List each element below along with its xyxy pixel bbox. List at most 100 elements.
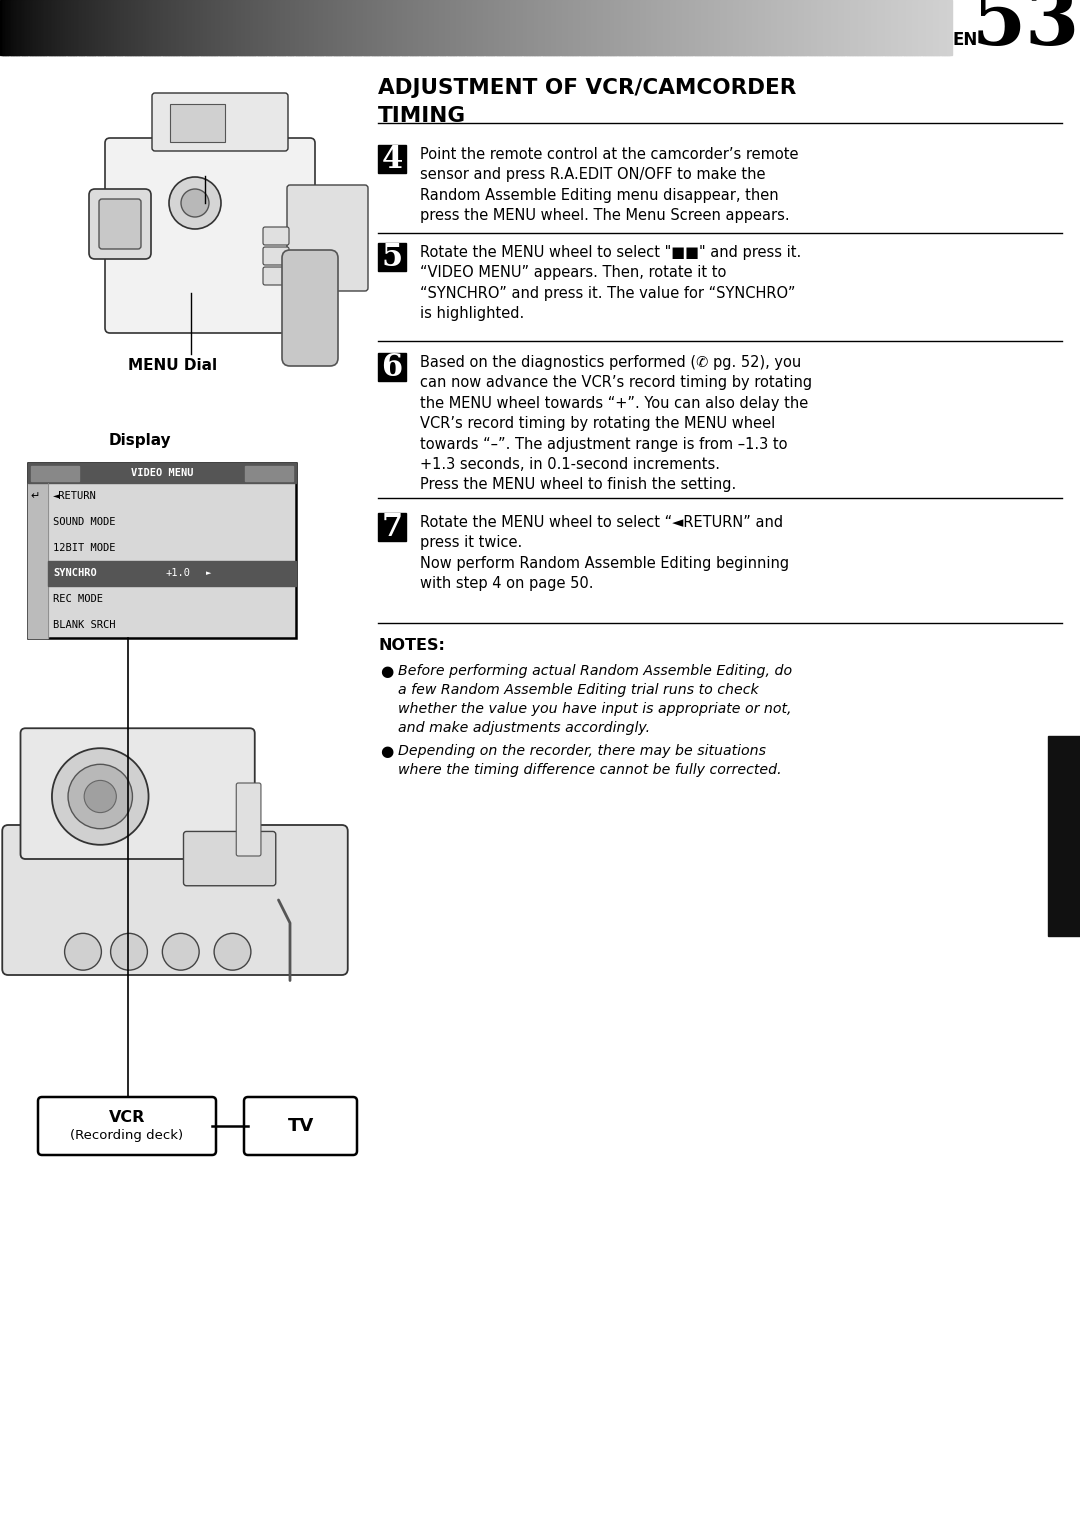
Bar [251,0,253,55]
Text: REC MODE: REC MODE [53,595,103,604]
FancyBboxPatch shape [244,1098,357,1154]
Bar [677,0,680,55]
Bar [482,0,485,55]
Bar [112,0,116,55]
Text: 4: 4 [381,144,403,175]
Bar [645,0,648,55]
Bar [711,0,714,55]
Bar [363,0,366,55]
Bar [503,0,507,55]
Bar [748,0,752,55]
Bar [494,0,497,55]
Bar [467,0,470,55]
Bar [375,0,378,55]
Bar [303,0,307,55]
Bar [414,0,416,55]
Bar [99,0,103,55]
Bar [828,0,832,55]
Bar [429,0,432,55]
Bar [272,0,275,55]
Bar [802,0,806,55]
Bar [353,0,356,55]
Bar [581,0,584,55]
Bar [930,0,932,55]
Bar [82,0,85,55]
Bar [108,0,111,55]
Bar [931,0,934,55]
Circle shape [168,176,221,228]
Bar [123,0,126,55]
Bar [529,0,532,55]
Bar [443,0,446,55]
Bar [6,0,10,55]
Bar [594,0,597,55]
Bar [842,0,846,55]
Bar [149,0,152,55]
Bar [939,0,942,55]
Bar [534,0,537,55]
Bar [699,0,701,55]
Bar [343,0,347,55]
Bar [859,0,861,55]
Bar [716,0,719,55]
FancyBboxPatch shape [89,189,151,259]
Bar [829,0,833,55]
Bar [411,0,415,55]
Text: VCR: VCR [109,1110,145,1125]
Bar [259,0,262,55]
Bar [639,0,643,55]
Bar [33,0,37,55]
Bar [174,0,177,55]
Bar [459,0,462,55]
Bar [415,0,418,55]
Bar [606,0,609,55]
Bar [167,0,171,55]
Text: ADJUSTMENT OF VCR/CAMCORDER: ADJUSTMENT OF VCR/CAMCORDER [378,78,796,98]
Bar [221,0,225,55]
Bar [635,0,638,55]
Bar [947,0,950,55]
Bar [356,0,360,55]
Bar [212,0,215,55]
Bar [200,0,203,55]
Bar [948,0,951,55]
Bar [247,0,251,55]
Bar [553,0,556,55]
Bar [561,0,564,55]
Bar [517,0,521,55]
Bar [271,0,274,55]
Bar [906,0,908,55]
Bar [537,0,540,55]
Bar [299,0,302,55]
Bar [58,0,62,55]
Bar [867,0,870,55]
Bar [757,0,760,55]
Text: 7: 7 [381,512,403,543]
Circle shape [162,934,199,970]
Bar [51,0,54,55]
Bar [672,0,674,55]
FancyBboxPatch shape [38,1098,216,1154]
Bar [483,0,486,55]
Bar [54,0,57,55]
Bar [252,0,255,55]
Bar [704,0,707,55]
Bar [218,0,221,55]
Bar [888,0,891,55]
Bar [887,0,890,55]
Bar [557,0,561,55]
Bar [360,0,363,55]
Bar [378,514,406,541]
Bar [244,0,247,55]
Bar [643,0,646,55]
Bar [336,0,339,55]
Bar [144,0,147,55]
Bar [320,0,323,55]
Bar [737,0,740,55]
Bar [719,0,721,55]
Text: 53: 53 [972,0,1080,61]
Bar [136,0,139,55]
Bar [489,0,492,55]
Bar [57,0,60,55]
Bar [183,0,185,55]
